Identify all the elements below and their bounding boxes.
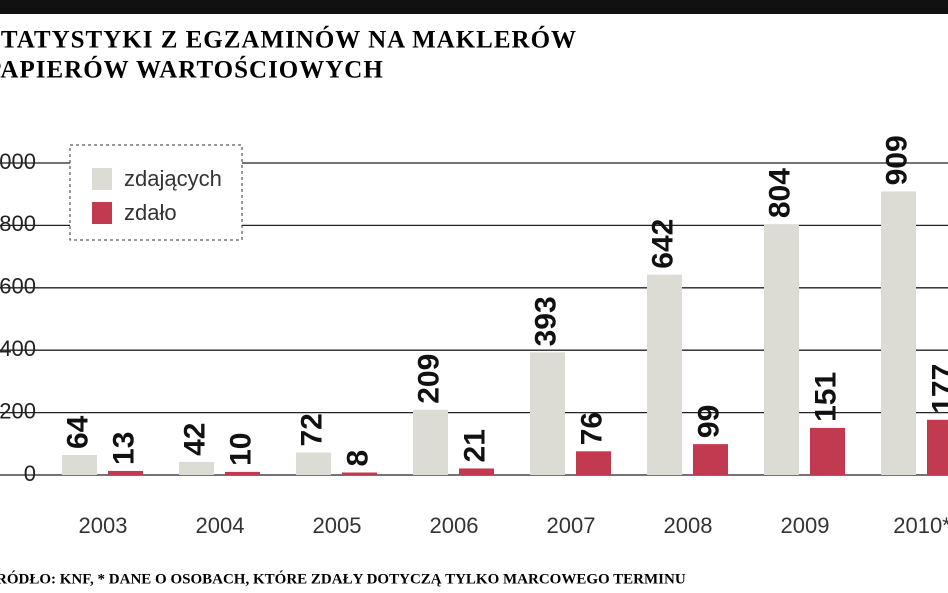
bar bbox=[179, 461, 214, 475]
legend-swatch bbox=[92, 168, 112, 190]
y-tick-label: 600 bbox=[0, 274, 36, 299]
bar bbox=[530, 352, 565, 475]
x-tick-label: 2005 bbox=[313, 513, 362, 538]
x-tick-label: 2004 bbox=[196, 513, 245, 538]
value-label: 151 bbox=[809, 372, 842, 422]
x-tick-label: 2009 bbox=[781, 513, 830, 538]
bar bbox=[647, 274, 682, 475]
value-label: 72 bbox=[295, 413, 328, 446]
legend-label: zdało bbox=[124, 200, 177, 225]
value-label: 21 bbox=[458, 429, 491, 462]
value-label: 8 bbox=[341, 450, 374, 467]
bar bbox=[810, 427, 845, 475]
y-tick-label: 0 bbox=[24, 461, 36, 486]
top-bar bbox=[0, 0, 948, 14]
bar bbox=[693, 444, 728, 475]
value-label: 99 bbox=[692, 405, 725, 438]
bar bbox=[296, 452, 331, 475]
value-label: 64 bbox=[61, 415, 94, 449]
value-label: 393 bbox=[529, 296, 562, 346]
y-tick-label: 1000 bbox=[0, 149, 36, 174]
legend-label: zdających bbox=[124, 166, 222, 191]
bar bbox=[62, 455, 97, 475]
legend: zdających zdało bbox=[69, 144, 243, 241]
value-label: 209 bbox=[412, 354, 445, 404]
bar bbox=[881, 191, 916, 475]
x-tick-label: 2003 bbox=[79, 513, 128, 538]
chart-subtitle: PAPIERÓW WARTOŚCIOWYCH bbox=[0, 56, 384, 84]
bar bbox=[225, 471, 260, 475]
value-label: 642 bbox=[646, 219, 679, 269]
y-tick-label: 400 bbox=[0, 336, 36, 361]
bar bbox=[576, 451, 611, 475]
x-tick-label: 2010* bbox=[893, 513, 948, 538]
y-tick-label: 200 bbox=[0, 398, 36, 423]
y-tick-label: 800 bbox=[0, 211, 36, 236]
value-label: 76 bbox=[575, 412, 608, 445]
value-label: 10 bbox=[224, 433, 257, 466]
bar bbox=[927, 419, 948, 475]
chart-title: STATYSTYKI Z EGZAMINÓW NA MAKLERÓW bbox=[0, 26, 577, 54]
value-label: 42 bbox=[178, 423, 211, 456]
source-note: ŹRÓDŁO: KNF, * DANE O OSOBACH, KTÓRE ZDA… bbox=[0, 570, 686, 587]
value-label: 804 bbox=[763, 168, 796, 218]
value-label: 909 bbox=[880, 135, 913, 185]
x-tick-label: 2008 bbox=[664, 513, 713, 538]
legend-swatch bbox=[92, 202, 112, 224]
value-label: 13 bbox=[107, 432, 140, 465]
legend-box bbox=[69, 144, 243, 241]
value-label: 177 bbox=[926, 364, 948, 414]
x-tick-label: 2007 bbox=[547, 513, 596, 538]
bar bbox=[108, 470, 143, 475]
bar bbox=[413, 409, 448, 475]
bar bbox=[764, 224, 799, 475]
x-tick-label: 2006 bbox=[430, 513, 479, 538]
bar bbox=[342, 472, 377, 475]
bar bbox=[459, 468, 494, 475]
